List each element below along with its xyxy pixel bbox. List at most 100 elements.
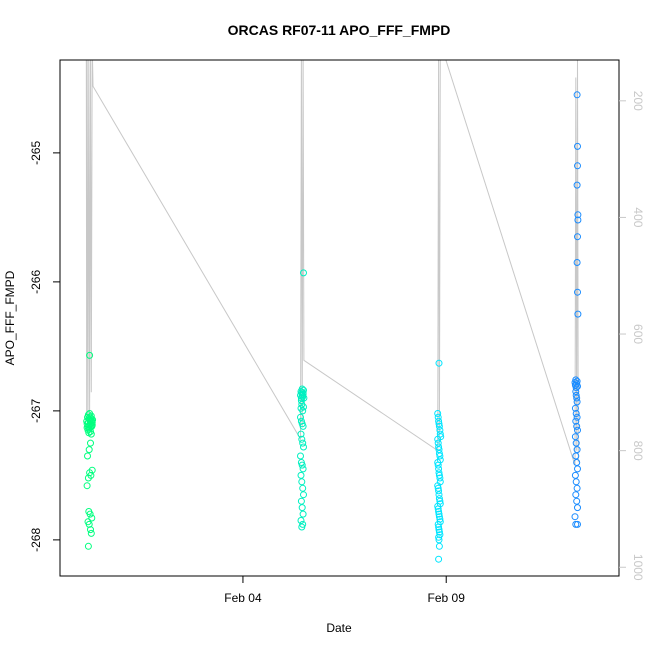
data-point — [435, 443, 443, 451]
data-point — [573, 181, 581, 189]
data-point — [435, 469, 443, 477]
data-point — [572, 384, 580, 392]
plot-frame — [59, 59, 620, 577]
data-point — [573, 413, 581, 421]
data-point — [572, 376, 580, 384]
data-point — [299, 510, 307, 518]
data-point — [435, 523, 443, 531]
data-point — [299, 389, 307, 397]
data-point — [86, 510, 94, 518]
y-tick-label: -268 — [29, 528, 43, 552]
x-tick-label: Feb 09 — [428, 591, 466, 605]
data-point — [435, 446, 443, 454]
y-axis-right: 200 400 600 800 1000 — [619, 91, 645, 581]
data-point — [436, 426, 444, 434]
data-point — [298, 504, 306, 512]
data-point — [571, 404, 579, 412]
y-tick-label: -267 — [29, 399, 43, 423]
y2-tick-label: 800 — [631, 441, 645, 461]
data-point — [573, 377, 581, 385]
data-point — [572, 478, 580, 486]
data-point — [572, 439, 580, 447]
data-point — [572, 491, 580, 499]
x-axis-label: Date — [326, 621, 352, 635]
data-point — [574, 504, 581, 512]
y-tick-label: -266 — [29, 270, 43, 294]
profile-line — [85, 60, 579, 466]
y2-tick-label: 600 — [631, 324, 645, 344]
data-point — [300, 491, 307, 499]
data-point — [434, 505, 442, 513]
data-point — [85, 520, 93, 528]
data-point — [434, 439, 442, 447]
y-axis-label: APO_FFF_FMPD — [3, 270, 17, 365]
data-point — [571, 513, 579, 521]
data-point — [435, 526, 443, 534]
data-point — [435, 420, 443, 428]
data-point — [435, 422, 443, 430]
data-point — [435, 417, 443, 425]
data-point — [86, 413, 94, 421]
data-point — [436, 474, 444, 482]
data-point — [574, 216, 582, 224]
data-point — [299, 439, 307, 447]
y2-tick-label: 1000 — [631, 554, 645, 581]
scatter-points — [83, 91, 582, 563]
data-point — [83, 482, 91, 490]
data-point — [300, 386, 307, 394]
data-point — [434, 435, 442, 443]
data-point — [298, 461, 306, 469]
data-point — [574, 310, 582, 318]
data-point — [571, 471, 579, 479]
data-point — [574, 288, 581, 296]
data-point — [87, 526, 94, 534]
data-point — [573, 259, 581, 266]
data-point — [297, 397, 305, 405]
data-point — [435, 495, 443, 503]
x-axis: Feb 04 Feb 09 — [224, 576, 465, 605]
data-point — [87, 422, 95, 430]
y2-tick-label: 400 — [631, 207, 645, 227]
data-point — [297, 471, 305, 479]
data-point — [297, 413, 304, 421]
data-point — [434, 413, 442, 421]
data-point — [86, 351, 94, 359]
data-point — [84, 542, 92, 550]
data-point — [435, 555, 443, 563]
data-point — [88, 417, 96, 425]
data-point — [297, 497, 305, 505]
data-point — [436, 452, 444, 460]
data-point — [88, 466, 96, 474]
data-point — [300, 443, 307, 451]
data-point — [299, 520, 307, 528]
data-point — [435, 528, 443, 536]
data-point — [87, 439, 94, 447]
data-point — [87, 471, 95, 479]
data-point — [435, 510, 443, 518]
data-point — [572, 452, 580, 460]
data-point — [87, 529, 95, 537]
data-point — [434, 482, 442, 490]
data-point — [435, 542, 443, 550]
data-point — [572, 388, 580, 395]
data-point — [88, 514, 96, 522]
chart-title: ORCAS RF07-11 APO_FFF_FMPD — [228, 22, 451, 38]
data-point — [435, 491, 443, 499]
y2-tick-label: 200 — [631, 91, 645, 111]
data-point — [435, 471, 443, 479]
data-point — [434, 520, 442, 528]
data-point — [434, 502, 442, 510]
data-point — [84, 452, 91, 460]
data-point — [299, 407, 307, 415]
data-point — [87, 412, 95, 420]
data-point — [574, 465, 581, 473]
data-point — [298, 435, 306, 443]
data-point — [572, 410, 580, 417]
data-point — [299, 484, 307, 492]
data-point — [574, 142, 581, 150]
data-point — [435, 450, 443, 457]
data-point — [297, 452, 304, 460]
data-point — [435, 533, 443, 541]
data-point — [574, 162, 581, 170]
